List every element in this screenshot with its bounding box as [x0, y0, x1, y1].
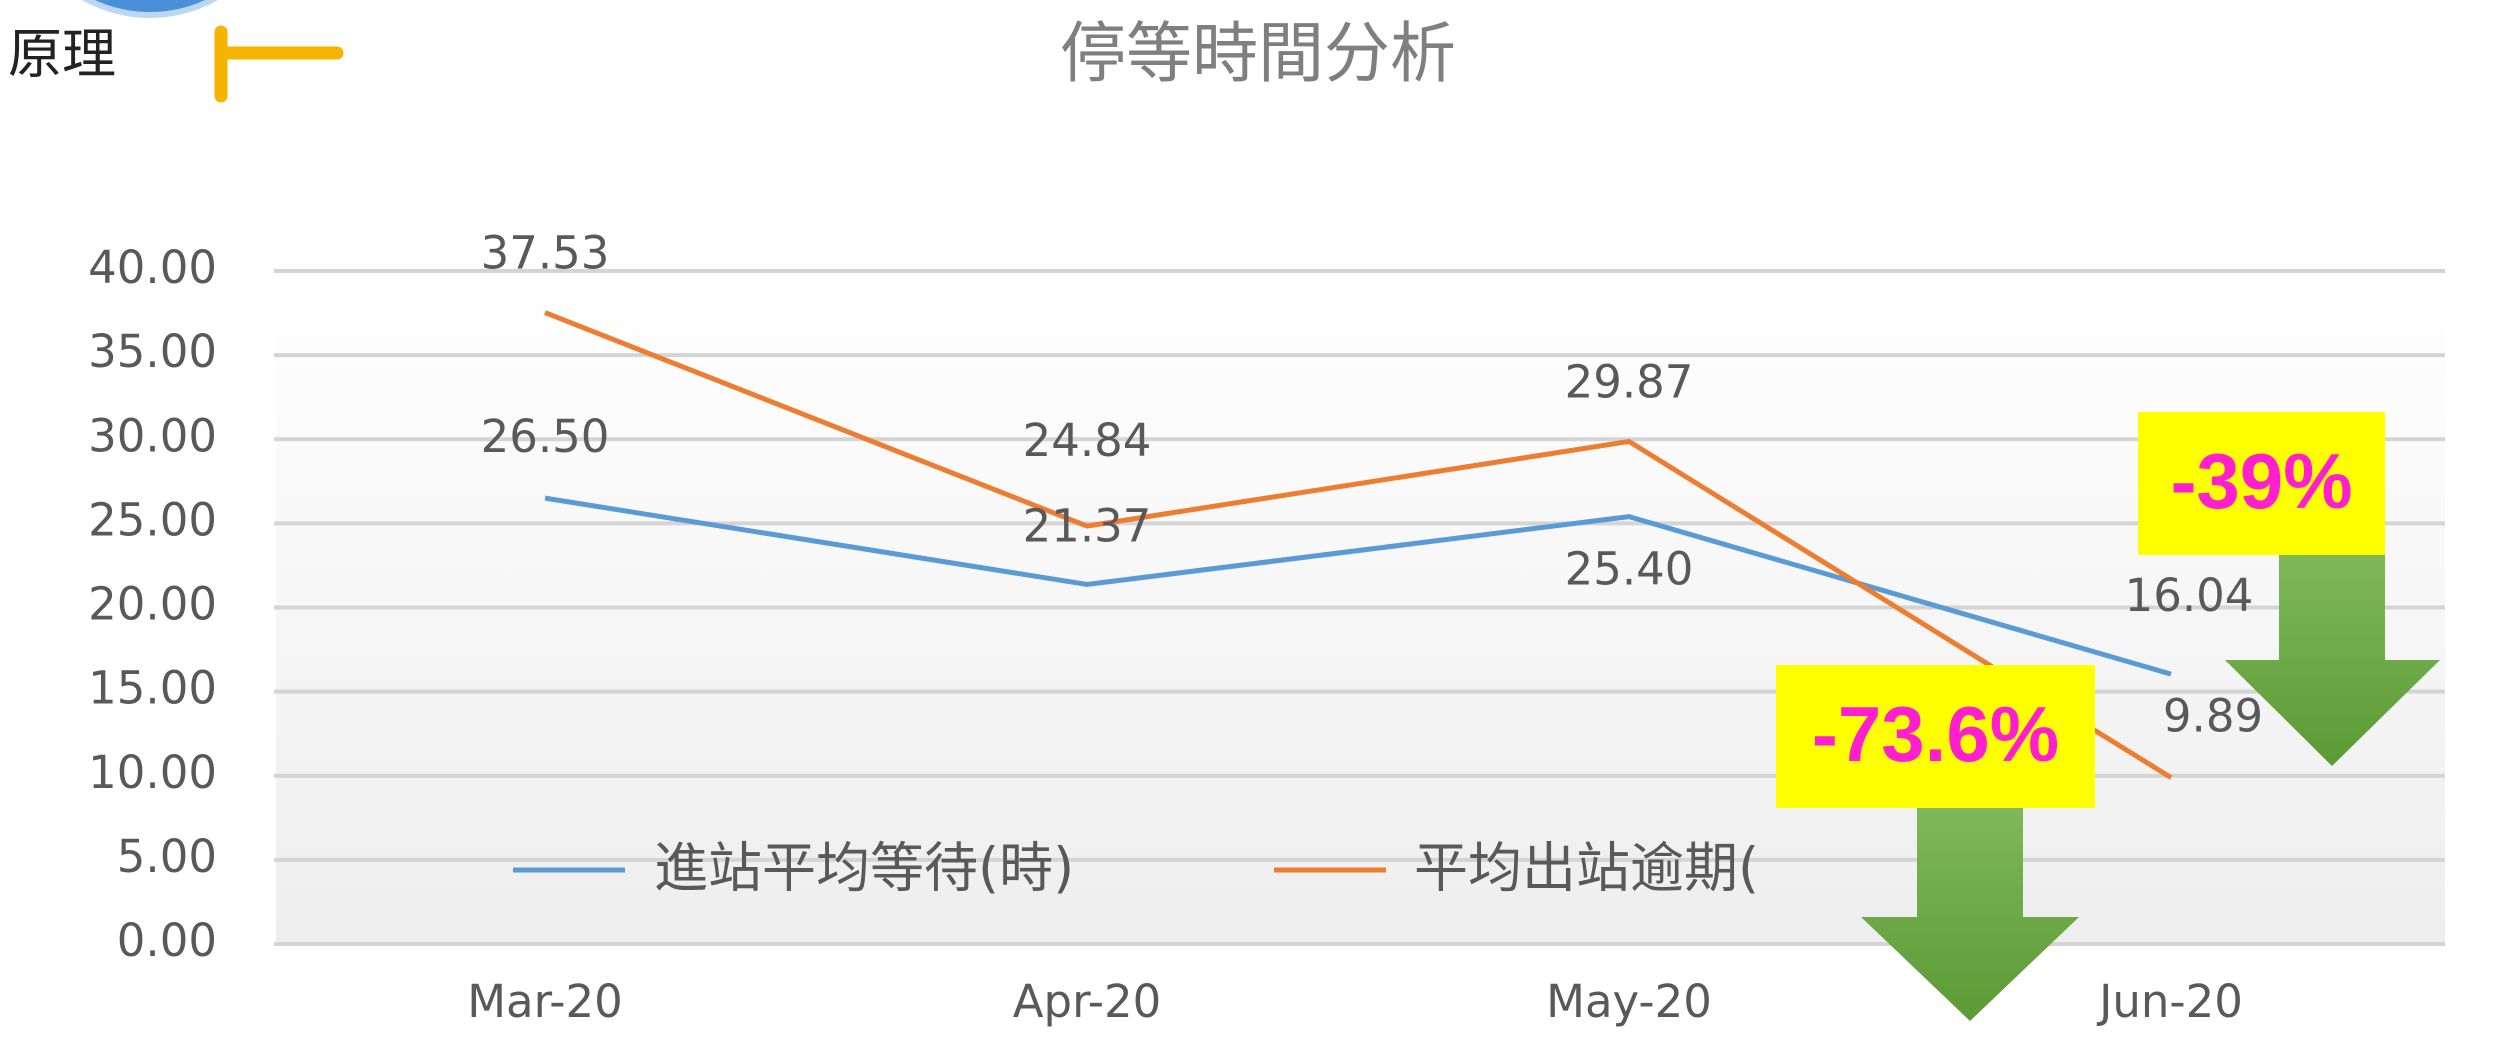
- x-tick-label: Jun-20: [2096, 975, 2243, 1028]
- header-label: 原理: [8, 23, 116, 86]
- down-arrow: [2225, 555, 2440, 766]
- y-tick-label: 20.00: [88, 578, 217, 631]
- data-label: 16.04: [2125, 569, 2254, 622]
- deco-bracket: [214, 25, 344, 103]
- x-tick-label: May-20: [1546, 975, 1712, 1028]
- y-tick-label: 30.00: [88, 409, 217, 462]
- legend-label: 平均出站逾期(: [1414, 837, 1759, 900]
- data-label: 25.40: [1565, 543, 1694, 596]
- annotation-label: -39%: [2170, 437, 2352, 525]
- y-tick-label: 40.00: [88, 241, 217, 294]
- data-label: 29.87: [1565, 355, 1694, 408]
- deco-circle: [81, 0, 219, 18]
- annotation-box: [1776, 665, 2095, 808]
- annotation-box: [2138, 412, 2385, 555]
- y-tick-label: 25.00: [88, 493, 217, 546]
- chart-title: 停等時間分析: [1060, 15, 1456, 92]
- x-tick-label: Mar-20: [467, 975, 623, 1028]
- x-tick-label: Apr-20: [1013, 975, 1161, 1028]
- y-tick-label: 15.00: [88, 662, 217, 715]
- y-tick-label: 5.00: [117, 830, 217, 883]
- y-tick-label: 10.00: [88, 746, 217, 799]
- data-label: 37.53: [481, 227, 610, 280]
- data-label: 26.50: [481, 410, 610, 463]
- y-tick-label: 35.00: [88, 325, 217, 378]
- legend-label: 進站平均等待(時): [654, 837, 1074, 900]
- data-label: 24.84: [1023, 414, 1152, 467]
- down-arrow: [1861, 808, 2079, 1021]
- data-label: 9.89: [2163, 690, 2263, 743]
- data-label: 21.37: [1023, 499, 1152, 552]
- series-line: [544, 310, 2173, 780]
- annotation-label: -73.6%: [1812, 690, 2059, 778]
- y-tick-label: 0.00: [117, 914, 217, 967]
- label-bg: [0, 22, 190, 92]
- series-line: [544, 495, 2172, 677]
